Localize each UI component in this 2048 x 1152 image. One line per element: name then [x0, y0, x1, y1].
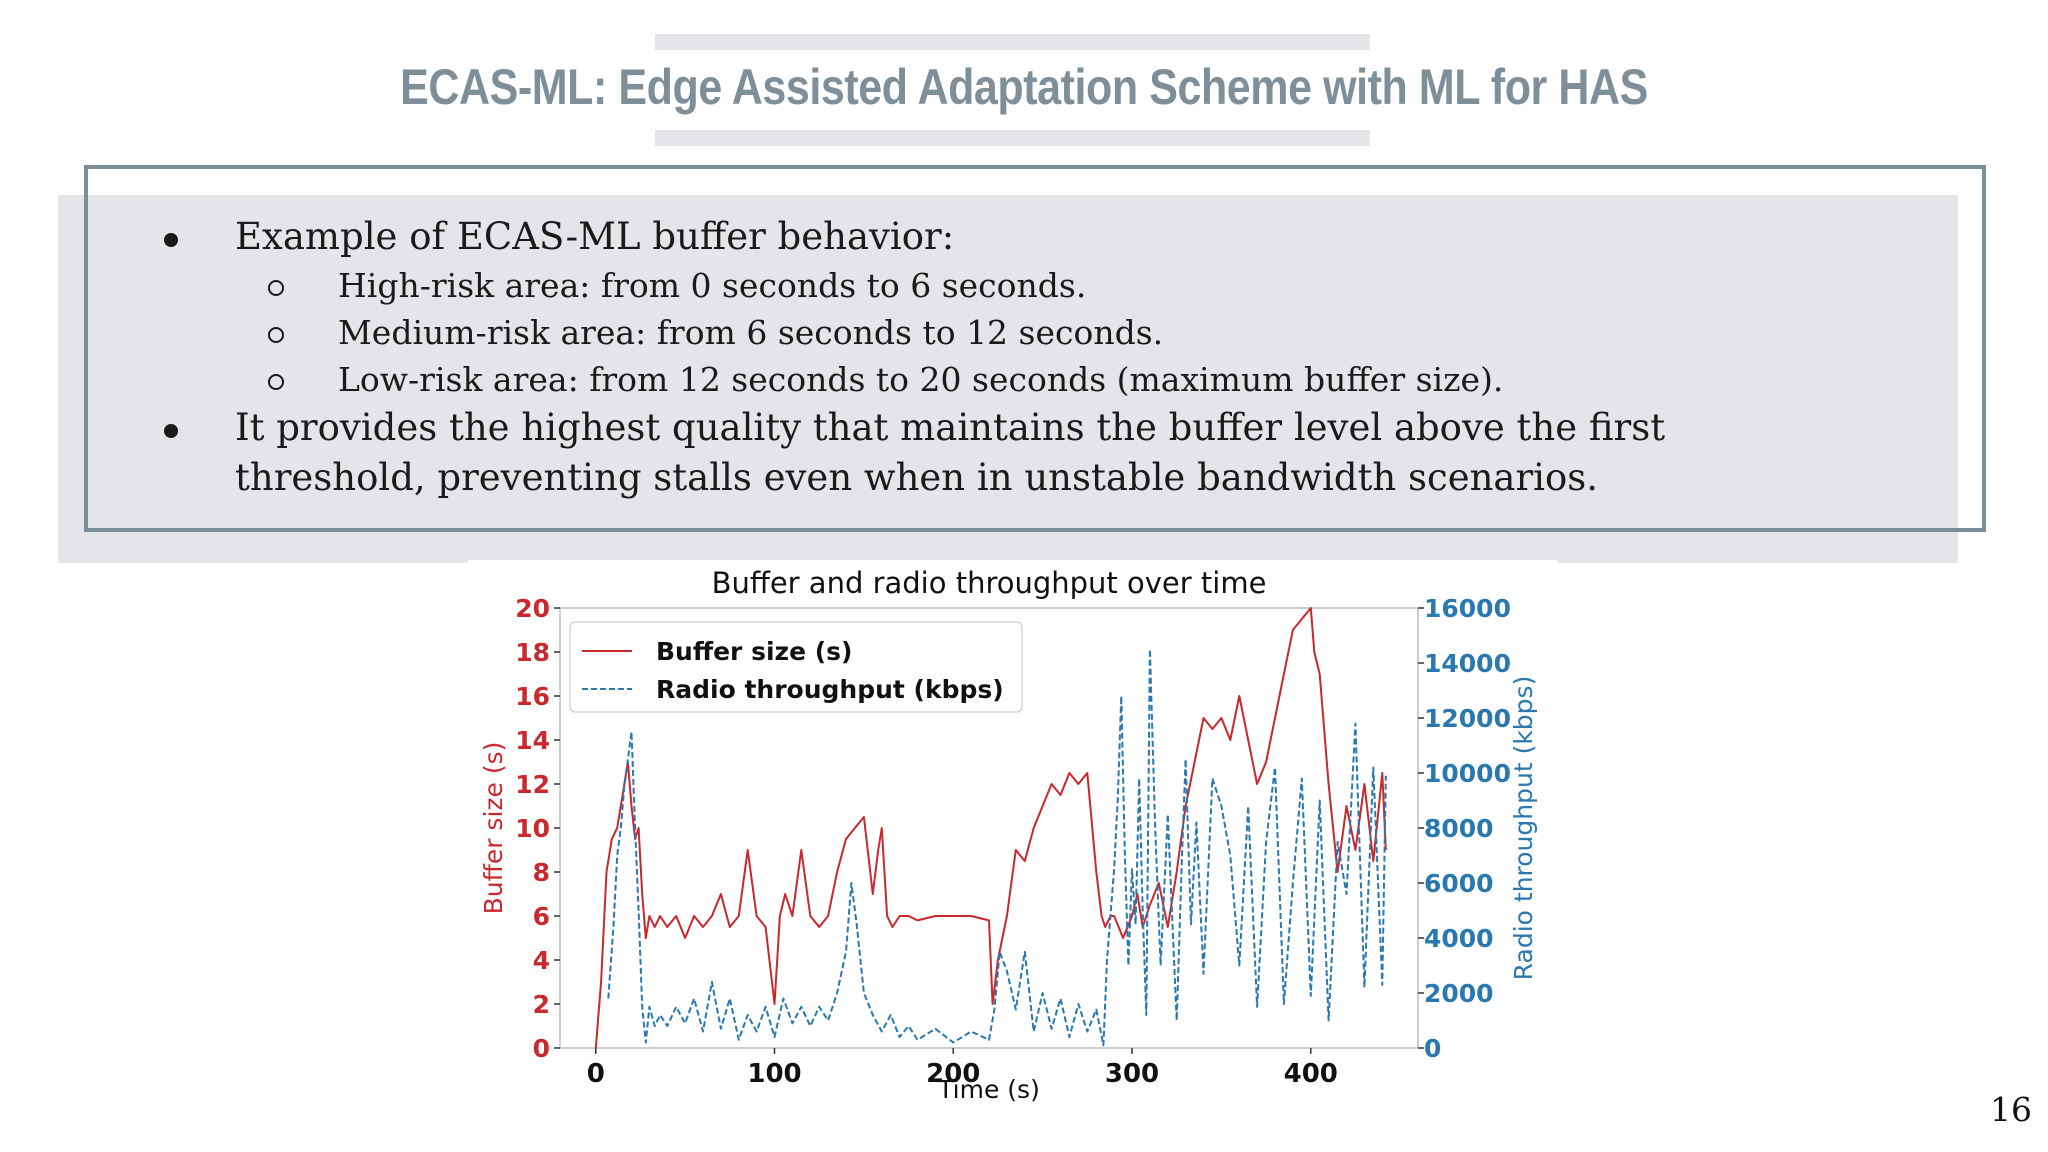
y-tick-label: 14 — [515, 726, 550, 755]
content-frame — [84, 165, 1986, 532]
legend-label: Radio throughput (kbps) — [656, 675, 1004, 704]
y2-tick-label: 2000 — [1424, 979, 1494, 1008]
y-tick-label: 8 — [533, 858, 550, 887]
slide-title: ECAS-ML: Edge Assisted Adaptation Scheme… — [400, 59, 1648, 115]
bullet-item: It provides the highest quality that mai… — [160, 403, 1760, 503]
chart-title: Buffer and radio throughput over time — [712, 566, 1267, 600]
buffer-size-line — [594, 607, 1387, 1049]
y2-tick-label: 12000 — [1424, 704, 1511, 733]
y2-axis-label: Radio throughput (kbps) — [1509, 676, 1538, 981]
y-tick-label: 2 — [533, 990, 550, 1019]
page-number: 16 — [1990, 1090, 2032, 1129]
y2-tick-label: 4000 — [1424, 924, 1494, 953]
y-tick-label: 18 — [515, 638, 550, 667]
y-tick-label: 12 — [515, 770, 550, 799]
title-decor-bar-bottom — [655, 130, 1370, 146]
bullet-list: Example of ECAS-ML buffer behavior: High… — [160, 212, 1760, 503]
y2-tick-label: 0 — [1424, 1034, 1441, 1063]
y2-tick-label: 6000 — [1424, 869, 1494, 898]
title-decor-bar-top — [655, 34, 1370, 50]
y-tick-label: 16 — [515, 682, 550, 711]
legend-label: Buffer size (s) — [656, 637, 852, 666]
legend-box — [569, 621, 1023, 713]
x-tick-label: 0 — [587, 1059, 605, 1089]
y-tick-label: 10 — [515, 814, 550, 843]
sub-bullet-item: Medium-risk area: from 6 seconds to 12 s… — [160, 309, 1760, 356]
sub-bullet-item: Low-risk area: from 12 seconds to 20 sec… — [160, 356, 1760, 403]
sub-bullet-item: High-risk area: from 0 seconds to 6 seco… — [160, 262, 1760, 309]
content-background — [58, 195, 1958, 563]
y2-tick-label: 10000 — [1424, 759, 1511, 788]
bullet-item: Example of ECAS-ML buffer behavior: — [160, 212, 1760, 262]
x-tick-label: 200 — [926, 1059, 980, 1089]
y-tick-label: 4 — [533, 946, 550, 975]
y-axis-label: Buffer size (s) — [479, 742, 508, 915]
y2-tick-label: 8000 — [1424, 814, 1494, 843]
y-tick-label: 0 — [533, 1034, 550, 1063]
x-tick-label: 400 — [1284, 1059, 1338, 1089]
chart-container: Buffer and radio throughput over time 0 10… — [468, 560, 1558, 1110]
y-tick-label: 20 — [515, 594, 550, 623]
y-tick-label: 6 — [533, 902, 550, 931]
x-tick-label: 300 — [1105, 1059, 1159, 1089]
buffer-throughput-chart: Buffer and radio throughput over time 0 10… — [479, 566, 1538, 1104]
x-axis-label: Time (s) — [937, 1075, 1040, 1104]
radio-throughput-line — [607, 648, 1387, 1047]
x-tick-label: 100 — [747, 1059, 801, 1089]
y2-tick-label: 16000 — [1424, 594, 1511, 623]
y2-tick-label: 14000 — [1424, 649, 1511, 678]
